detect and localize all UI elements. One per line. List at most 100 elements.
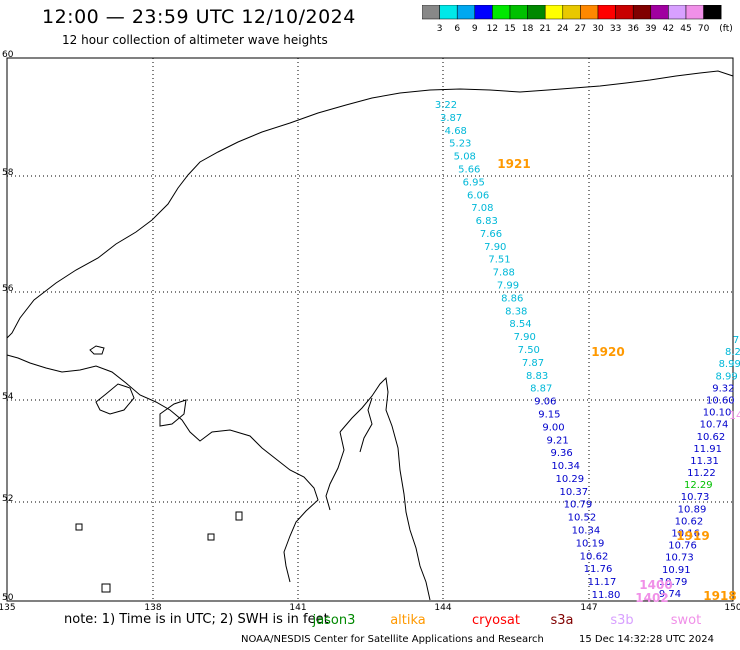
- wave-height-label: 7.99: [497, 281, 519, 292]
- wave-height-label: 7.50: [518, 345, 540, 356]
- wave-height-label: 5.23: [449, 139, 471, 150]
- wave-height-label: 10.62: [580, 551, 609, 562]
- color-legend: 3 6 9 12 15 18 21 24 27 30 33 36 39 42 45 70 (ft): [422, 5, 733, 34]
- mission-label: altika: [390, 613, 426, 628]
- lat-label: 60: [2, 50, 14, 60]
- wave-height-label: 5.08: [454, 152, 476, 163]
- legend-tick-label: 21: [539, 24, 550, 34]
- wave-height-label: 8.99: [715, 371, 737, 382]
- legend-tick-label: 15: [504, 24, 515, 34]
- wave-height-label: 10.74: [700, 420, 729, 431]
- wave-height-label: 3.22: [435, 100, 457, 111]
- legend-tick-label: 39: [645, 24, 657, 34]
- mission-label: swot: [671, 613, 701, 628]
- note-text: note: 1) Time is in UTC; 2) SWH is in fe…: [64, 612, 329, 627]
- wave-height-label: 4.68: [445, 126, 467, 137]
- wave-height-label: 10.52: [568, 513, 597, 524]
- wave-height-label: 11.76: [584, 564, 613, 575]
- wave-height-label: 11.80: [592, 590, 621, 601]
- track-time-label: 1918: [703, 589, 736, 603]
- track-time-label: 1921: [497, 157, 530, 171]
- map-frame: [6, 57, 734, 602]
- lat-label: 52: [2, 494, 13, 504]
- wave-height-label: 11.22: [687, 468, 716, 479]
- wave-height-label: 8.54: [509, 319, 531, 330]
- lon-label: 138: [144, 603, 161, 612]
- lat-label: 54: [2, 392, 14, 402]
- legend-tick-label: 30: [592, 24, 604, 34]
- legend-tick-label: 18: [522, 24, 534, 34]
- wave-height-label: 10.79: [659, 577, 688, 588]
- legend-unit: (ft): [719, 24, 733, 34]
- track-time-label: 1919: [676, 529, 709, 543]
- wave-height-label: 6.83: [476, 216, 498, 227]
- legend-tick-label: 6: [454, 24, 460, 34]
- lat-label: 50: [2, 593, 14, 603]
- wave-height-label: 10.73: [681, 492, 710, 503]
- wave-height-label: 5.66: [458, 165, 480, 176]
- wave-height-label: 11.91: [693, 444, 722, 455]
- wave-height-label: 10.34: [551, 461, 580, 472]
- legend-tick-label: 42: [663, 24, 674, 34]
- wave-height-label: 10.60: [706, 396, 735, 407]
- wave-height-label: 7: [733, 335, 739, 346]
- legend-tick-label: 24: [557, 24, 569, 34]
- lon-label: 141: [289, 603, 306, 612]
- coastline: [6, 70, 734, 601]
- wave-height-label: 7.87: [522, 358, 544, 369]
- track-time-label: 1400: [639, 578, 672, 592]
- wave-height-label: 8.86: [501, 293, 523, 304]
- legend-tick-label: 45: [680, 24, 691, 34]
- legend-tick-label: 33: [610, 24, 621, 34]
- wave-height-label: 7.88: [493, 268, 515, 279]
- wave-height-label: 10.79: [564, 500, 593, 511]
- lon-label: 135: [0, 603, 16, 612]
- legend-swatch: [703, 5, 722, 20]
- wave-height-label: 10.29: [555, 474, 584, 485]
- wave-height-label: 7.08: [471, 203, 493, 214]
- wave-height-label: 12.29: [684, 480, 713, 491]
- wave-height-label: 10.19: [576, 538, 605, 549]
- wave-height-label: 9.36: [550, 448, 572, 459]
- wave-height-label: 8.38: [505, 306, 527, 317]
- legend-tick-label: 70: [698, 24, 710, 34]
- lat-label: 58: [2, 168, 14, 178]
- wave-height-label: 7.66: [480, 229, 502, 240]
- mission-label: jason3: [312, 613, 356, 628]
- lon-label: 150: [724, 603, 740, 612]
- wave-height-label: 9.06: [534, 397, 556, 408]
- wave-height-label: 10.62: [675, 516, 704, 527]
- wave-height-label: 14: [729, 409, 740, 422]
- wave-height-label: 3.87: [440, 113, 462, 124]
- wave-height-label: 10.76: [668, 541, 697, 552]
- legend-tick-label: 3: [437, 24, 443, 34]
- wave-height-label: 8.83: [526, 371, 548, 382]
- wave-height-label: 6.06: [467, 190, 489, 201]
- legend-tick-label: 12: [487, 24, 498, 34]
- page-subtitle: 12 hour collection of altimeter wave hei…: [62, 33, 328, 47]
- wave-height-label: 8.87: [530, 384, 552, 395]
- wave-height-label: 10.62: [697, 432, 726, 443]
- wave-height-label: 7.51: [488, 255, 510, 266]
- wave-height-label: 9.21: [546, 435, 568, 446]
- wave-height-label: 8.99: [719, 359, 740, 370]
- legend-tick-label: 27: [575, 24, 586, 34]
- wave-height-label: 10.34: [572, 526, 601, 537]
- legend-tick-label: 9: [472, 24, 478, 34]
- wave-height-label: 10.37: [559, 487, 588, 498]
- wave-height-label: 6.95: [463, 177, 485, 188]
- wave-height-label: 10.73: [665, 553, 694, 564]
- wave-height-label: 10.91: [662, 565, 691, 576]
- wave-height-label: 8.2: [725, 347, 740, 358]
- wave-height-label: 9.00: [542, 422, 564, 433]
- legend-tick-label: 36: [627, 24, 639, 34]
- track-time-label: 1920: [591, 345, 624, 359]
- wave-height-label: 10.16: [671, 529, 700, 540]
- track-time-label: 1402: [635, 591, 668, 605]
- lat-label: 56: [2, 284, 14, 294]
- mission-label: s3b: [610, 613, 633, 628]
- lon-label: 147: [580, 603, 597, 612]
- wave-height-label: 11.31: [690, 456, 719, 467]
